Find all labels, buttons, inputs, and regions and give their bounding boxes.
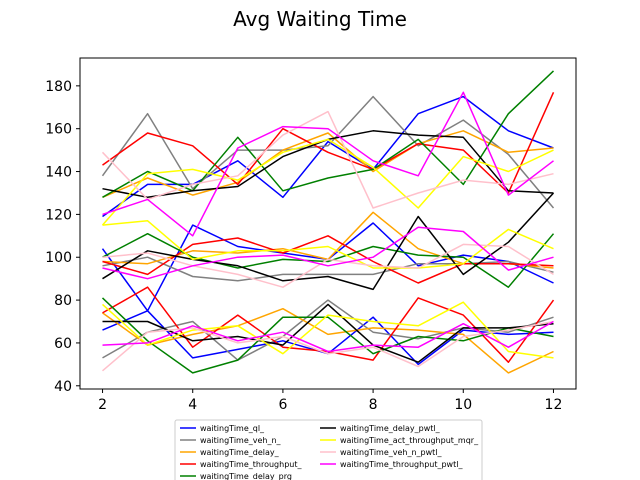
legend: waitingTime_ql_waitingTime_veh_n_waiting… [174,419,483,480]
series-line-23 [102,320,554,372]
series-line-18 [101,138,554,226]
series-line-12 [102,70,555,198]
x-tick-label: 8 [369,397,378,413]
legend-label: waitingTime_act_throughput_mqr_ [340,436,479,445]
y-tick-label: 40 [54,379,72,395]
legend-label: waitingTime_delay_pwtl_ [340,424,441,433]
series-line-14 [101,297,554,374]
x-tick-label: 2 [98,397,107,413]
series-line-8 [102,307,554,374]
x-tick-label: 4 [188,397,197,413]
legend-label: waitingTime_throughput_ [200,460,302,469]
series-line-20 [101,301,554,359]
y-tick-label: 60 [54,336,72,352]
plot-frame [79,57,577,390]
series-line-16 [102,192,555,291]
y-tick-label: 160 [45,122,72,138]
y-tick-label: 120 [45,207,72,223]
x-tick-label: 12 [545,397,563,413]
y-tick-label: 80 [54,293,72,309]
x-tick-label: 6 [278,397,287,413]
legend-label: waitingTime_throughput_pwtl_ [340,460,463,469]
series-line-9 [102,91,555,194]
legend-box [174,419,483,480]
y-tick-label: 100 [45,250,72,266]
legend-label: waitingTime_delay_ [200,448,280,457]
series-line-19 [102,220,554,269]
series-line-21 [101,110,554,209]
y-tick-label: 180 [45,79,72,95]
legend-label: waitingTime_ql_ [200,424,265,433]
legend-label: waitingTime_veh_n_pwtl_ [340,448,443,457]
series-line-0 [102,95,554,218]
series-line-13 [102,232,555,288]
axes-layer: 2 4 6 8 10 12 40 60 80 100 120 140 160 180 [45,57,577,413]
legend-label: waitingTime_delay_prg [200,472,292,480]
chart-title: Avg Waiting Time [233,7,407,31]
series-line-5 [102,299,554,361]
x-tick-label: 10 [454,397,472,413]
series-line-26 [102,320,554,353]
series-layer [101,70,555,374]
series-line-24 [102,91,554,237]
legend-label: waitingTime_veh_n_ [200,436,282,445]
y-tick-label: 140 [45,165,72,181]
series-line-3 [101,95,555,209]
series-line-25 [102,226,554,280]
